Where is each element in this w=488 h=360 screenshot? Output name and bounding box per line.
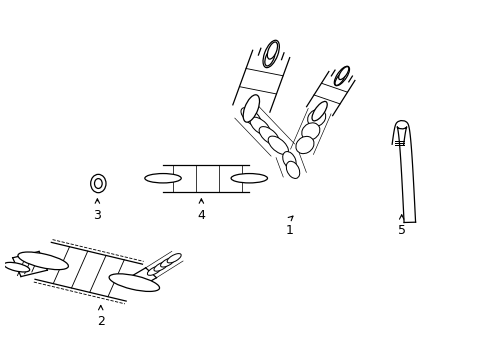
Ellipse shape <box>90 174 106 193</box>
Ellipse shape <box>338 67 348 80</box>
Ellipse shape <box>241 108 261 126</box>
Ellipse shape <box>144 174 181 183</box>
Ellipse shape <box>249 117 270 135</box>
Text: 5: 5 <box>397 224 405 237</box>
Ellipse shape <box>311 102 326 121</box>
Ellipse shape <box>259 127 279 145</box>
Ellipse shape <box>263 40 279 68</box>
Ellipse shape <box>295 136 313 154</box>
Ellipse shape <box>154 262 168 271</box>
Ellipse shape <box>334 66 349 86</box>
Ellipse shape <box>267 136 288 154</box>
Ellipse shape <box>243 95 259 122</box>
Ellipse shape <box>18 252 68 270</box>
Text: 1: 1 <box>285 224 293 237</box>
Ellipse shape <box>282 152 296 169</box>
Ellipse shape <box>264 49 274 66</box>
Ellipse shape <box>160 258 174 267</box>
Text: 3: 3 <box>93 209 101 222</box>
Text: 4: 4 <box>197 209 205 222</box>
Ellipse shape <box>301 123 319 140</box>
Ellipse shape <box>334 72 345 85</box>
Ellipse shape <box>231 174 267 183</box>
Ellipse shape <box>167 253 181 263</box>
Ellipse shape <box>4 262 30 272</box>
Ellipse shape <box>307 109 325 127</box>
Ellipse shape <box>267 42 277 59</box>
Ellipse shape <box>94 179 102 189</box>
Ellipse shape <box>285 161 299 179</box>
Ellipse shape <box>147 266 161 275</box>
Text: 2: 2 <box>97 315 104 328</box>
Ellipse shape <box>109 274 159 292</box>
